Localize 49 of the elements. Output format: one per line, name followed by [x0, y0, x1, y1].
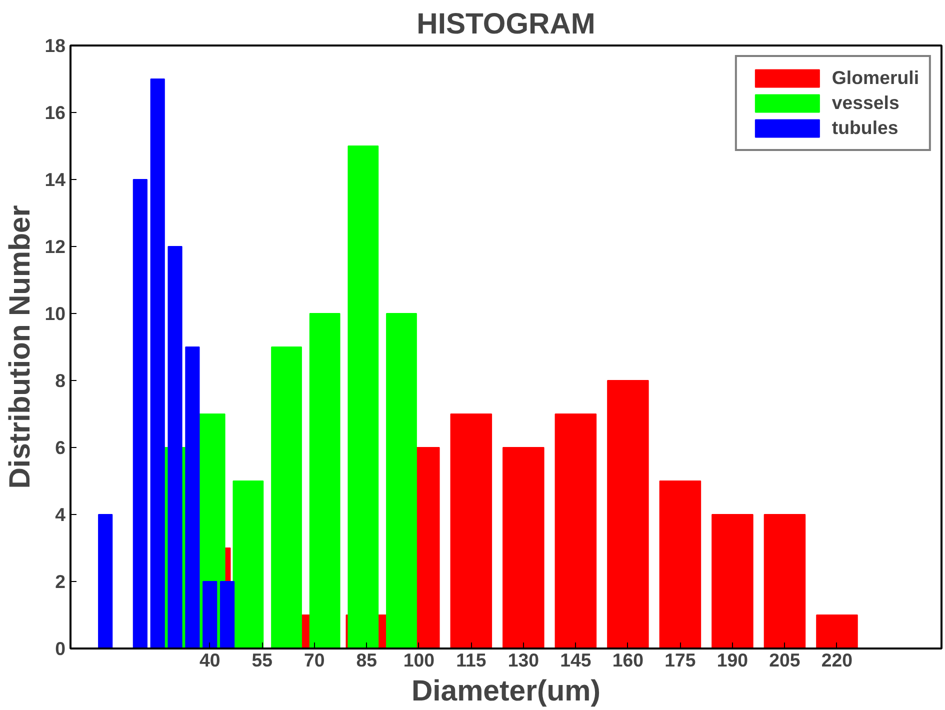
bar	[168, 246, 182, 648]
y-tick-label: 8	[55, 370, 66, 391]
legend-label: Glomeruli	[832, 67, 919, 89]
y-tick-label: 14	[44, 169, 66, 190]
bar	[220, 581, 235, 648]
bar	[348, 146, 379, 648]
x-tick-label: 205	[769, 650, 800, 670]
bar	[659, 480, 702, 648]
x-tick-label: 145	[560, 650, 592, 670]
chart-title: HISTOGRAM	[416, 8, 596, 40]
bar	[450, 414, 492, 648]
x-tick-label: 55	[252, 650, 273, 670]
bar	[816, 614, 858, 648]
bar	[309, 313, 340, 648]
legend-label: vessels	[832, 92, 900, 114]
bar	[764, 514, 806, 648]
x-tick-label: 85	[356, 650, 378, 670]
x-tick-label: 175	[664, 650, 696, 670]
x-tick-label: 100	[403, 650, 434, 670]
y-tick-label: 12	[44, 236, 66, 257]
y-tick-label: 2	[55, 571, 66, 592]
x-axis-title: Diameter(um)	[411, 674, 601, 708]
x-tick-label: 190	[716, 650, 748, 670]
x-tick-label: 220	[821, 650, 853, 670]
bar	[712, 514, 754, 648]
y-tick-label: 6	[55, 437, 66, 458]
bar	[232, 480, 264, 648]
x-tick-label: 115	[456, 650, 486, 670]
y-axis-title: Distribution Number	[4, 205, 37, 489]
bar	[554, 414, 597, 648]
x-tick-label: 70	[304, 650, 325, 670]
bar	[271, 346, 302, 648]
bar	[202, 581, 218, 648]
x-tick-label: 40	[199, 650, 220, 670]
y-tick-label: 18	[44, 35, 66, 56]
bar	[132, 179, 148, 648]
bar	[150, 78, 165, 648]
bar	[98, 514, 113, 648]
bar	[386, 313, 417, 648]
x-tick-label: 160	[612, 650, 644, 670]
y-tick-label: 0	[55, 638, 66, 659]
y-tick-label: 16	[44, 102, 66, 123]
bar	[607, 380, 649, 648]
legend-label: tubules	[832, 117, 898, 139]
y-tick-label: 10	[44, 303, 66, 324]
x-tick-label: 130	[508, 650, 539, 670]
bar	[502, 447, 544, 648]
bar	[185, 346, 200, 648]
y-tick-label: 4	[55, 504, 66, 525]
